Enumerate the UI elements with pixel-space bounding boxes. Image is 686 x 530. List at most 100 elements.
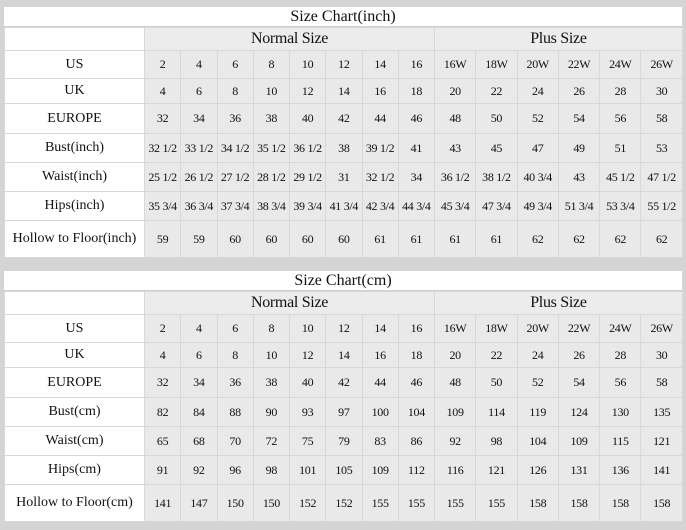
table-row: EUROPE 32 34 36 38 40 42 44 46 48 50 52 54 56 58 bbox=[4, 103, 683, 134]
size-cell: 30 bbox=[640, 342, 683, 368]
size-cell: 56 bbox=[599, 103, 642, 134]
size-cell: 4 bbox=[143, 342, 182, 368]
size-cell: 6 bbox=[216, 314, 254, 343]
table-row: Hollow to Floor(cm) 141 147 150 150 152 152 155… bbox=[4, 484, 683, 522]
size-cell: 46 bbox=[397, 103, 436, 134]
size-cell: 124 bbox=[557, 397, 601, 427]
size-cell: 32 1/2 bbox=[361, 162, 399, 192]
size-cell: 6 bbox=[180, 342, 218, 368]
size-cell: 2 bbox=[143, 50, 182, 79]
size-cell: 14 bbox=[361, 314, 399, 343]
size-cell: 98 bbox=[252, 455, 291, 485]
row-label: Hollow to Floor(inch) bbox=[4, 220, 145, 258]
row-label: Bust(inch) bbox=[4, 133, 145, 163]
row-label: Hollow to Floor(cm) bbox=[4, 484, 145, 522]
size-cell: 8 bbox=[216, 78, 254, 104]
size-cell: 6 bbox=[180, 78, 218, 104]
blank-cell bbox=[4, 291, 145, 315]
size-cell: 10 bbox=[252, 78, 291, 104]
table-row: Waist(cm) 65 68 70 72 75 79 83 86 92 98 104 109 115 12… bbox=[4, 426, 683, 456]
size-cell: 44 3/4 bbox=[397, 191, 436, 221]
table-row: Hollow to Floor(inch) 59 59 60 60 60 60 61 61 61 6… bbox=[4, 220, 683, 258]
size-cell: 126 bbox=[516, 455, 559, 485]
size-cell: 86 bbox=[397, 426, 436, 456]
size-cell: 36 1/2 bbox=[433, 162, 477, 192]
size-cell: 34 1/2 bbox=[216, 133, 254, 163]
normal-size-header: Normal Size bbox=[144, 291, 435, 315]
size-cell: 4 bbox=[180, 314, 218, 343]
size-cell: 62 bbox=[640, 220, 683, 258]
size-cell: 20 bbox=[433, 78, 477, 104]
size-cell: 29 1/2 bbox=[288, 162, 327, 192]
size-cell: 150 bbox=[216, 484, 254, 522]
size-cell: 79 bbox=[325, 426, 363, 456]
table-row: Bust(cm) 82 84 88 90 93 97 100 104 109 114 119 124 13… bbox=[4, 397, 683, 427]
size-cell: 6 bbox=[216, 50, 254, 79]
size-cell: 49 bbox=[557, 133, 601, 163]
size-cell: 83 bbox=[361, 426, 399, 456]
size-cell: 114 bbox=[475, 397, 518, 427]
row-label: US bbox=[4, 314, 145, 343]
size-cell: 42 bbox=[325, 103, 363, 134]
size-cell: 60 bbox=[325, 220, 363, 258]
size-chart-inch: Size Chart(inch) Normal Size Plus Size US 2 4… bbox=[4, 7, 683, 258]
size-cell: 12 bbox=[288, 342, 327, 368]
size-cell: 98 bbox=[475, 426, 518, 456]
size-cell: 46 bbox=[397, 367, 436, 398]
row-label: UK bbox=[4, 78, 145, 104]
chart-title: Size Chart(cm) bbox=[4, 271, 682, 291]
size-cell: 40 bbox=[288, 367, 327, 398]
size-cell: 68 bbox=[180, 426, 218, 456]
size-cell: 27 1/2 bbox=[216, 162, 254, 192]
size-cell: 26 1/2 bbox=[180, 162, 218, 192]
size-cell: 45 1/2 bbox=[599, 162, 642, 192]
size-cell: 61 bbox=[361, 220, 399, 258]
size-cell: 37 3/4 bbox=[216, 191, 254, 221]
size-cell: 152 bbox=[288, 484, 327, 522]
size-chart-cm: Size Chart(cm) Normal Size Plus Size US 2 4 6 8… bbox=[4, 271, 683, 522]
size-cell: 131 bbox=[557, 455, 601, 485]
group-header-row: Normal Size Plus Size bbox=[4, 291, 683, 315]
size-cell: 121 bbox=[640, 426, 683, 456]
size-cell: 84 bbox=[180, 397, 218, 427]
size-cell: 10 bbox=[252, 342, 291, 368]
size-cell: 28 bbox=[599, 342, 642, 368]
size-cell: 150 bbox=[252, 484, 291, 522]
size-cell: 22 bbox=[475, 342, 518, 368]
size-cell: 38 1/2 bbox=[475, 162, 518, 192]
size-cell: 116 bbox=[433, 455, 477, 485]
size-cell: 47 1/2 bbox=[640, 162, 683, 192]
size-cell: 12 bbox=[288, 78, 327, 104]
size-cell: 53 3/4 bbox=[599, 191, 642, 221]
size-cell: 54 bbox=[557, 367, 601, 398]
size-cell: 141 bbox=[640, 455, 683, 485]
size-cell: 35 3/4 bbox=[143, 191, 182, 221]
size-cell: 12 bbox=[325, 314, 363, 343]
size-cell: 28 1/2 bbox=[252, 162, 291, 192]
size-cell: 50 bbox=[475, 367, 518, 398]
size-cell: 22W bbox=[557, 50, 601, 79]
size-cell: 47 bbox=[516, 133, 559, 163]
size-cell: 28 bbox=[599, 78, 642, 104]
size-cell: 92 bbox=[433, 426, 477, 456]
size-cell: 152 bbox=[325, 484, 363, 522]
size-cell: 104 bbox=[516, 426, 559, 456]
size-cell: 34 bbox=[180, 367, 218, 398]
size-cell: 41 bbox=[397, 133, 436, 163]
size-cell: 92 bbox=[180, 455, 218, 485]
row-label: US bbox=[4, 50, 145, 79]
size-cell: 18W bbox=[475, 50, 518, 79]
row-label: EUROPE bbox=[4, 367, 145, 398]
size-table: Normal Size Plus Size US 2 4 6 8 10 12 14 16 16W 18W… bbox=[4, 27, 683, 258]
size-cell: 158 bbox=[557, 484, 601, 522]
size-cell: 96 bbox=[216, 455, 254, 485]
size-cell: 33 1/2 bbox=[180, 133, 218, 163]
size-cell: 12 bbox=[325, 50, 363, 79]
size-cell: 105 bbox=[325, 455, 363, 485]
size-cell: 14 bbox=[361, 50, 399, 79]
size-cell: 88 bbox=[216, 397, 254, 427]
size-cell: 51 3/4 bbox=[557, 191, 601, 221]
table-row: US 2 4 6 8 10 12 14 16 16W 18W 20W 22W 24W 26W bbox=[4, 50, 683, 79]
size-cell: 61 bbox=[433, 220, 477, 258]
size-cell: 18 bbox=[397, 342, 436, 368]
